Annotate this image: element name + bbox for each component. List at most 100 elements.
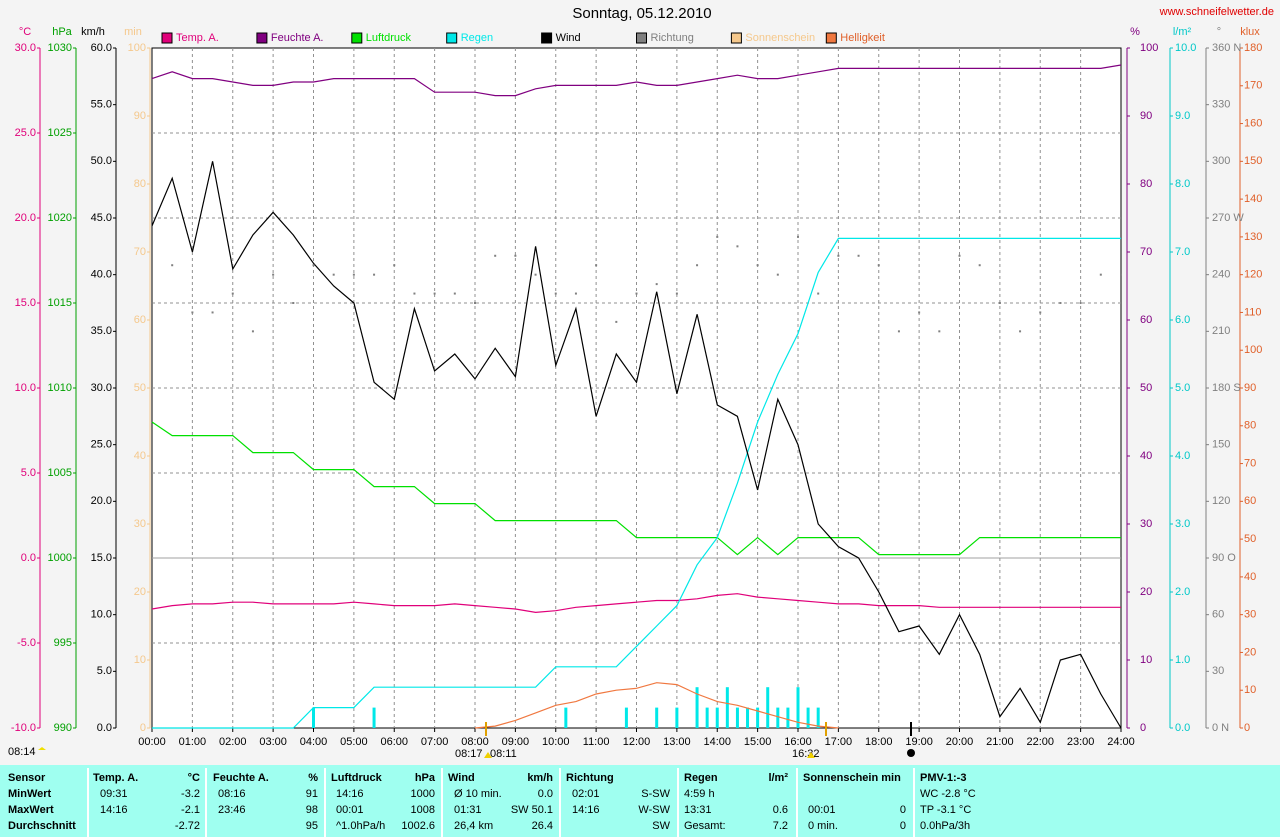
direction-dot [514, 254, 517, 257]
rain-bar [655, 707, 659, 728]
y-tick-label: 90 [1244, 382, 1256, 394]
axis-unit: klux [1240, 26, 1260, 38]
y-tick-label: 10.0 [1175, 42, 1196, 54]
direction-dot [413, 292, 416, 295]
y-tick-label: 50 [1140, 382, 1152, 394]
chart-title: Sonntag, 05.12.2010 [572, 5, 711, 22]
table-cell: 14:16 [336, 788, 364, 800]
rain-bar [715, 707, 719, 728]
y-tick-label: 0.0 [21, 552, 36, 564]
direction-dot [1039, 311, 1042, 314]
direction-dot [897, 330, 900, 333]
direction-dot [736, 245, 739, 248]
direction-dot [373, 273, 376, 276]
rain-bar [786, 707, 790, 728]
y-tick-label: 25.0 [15, 127, 36, 139]
direction-dot [918, 311, 921, 314]
table-cell: 23:46 [218, 804, 246, 816]
y-tick-label: 990 [54, 722, 72, 734]
y-tick-label: 0 [1140, 722, 1146, 734]
y-tick-label: 25.0 [91, 439, 112, 451]
table-cell: 98 [306, 804, 318, 816]
direction-dot [776, 273, 779, 276]
y-tick-label: 6.0 [1175, 314, 1190, 326]
table-cell: TP -3.1 °C [920, 804, 971, 816]
x-tick-label: 19:00 [905, 736, 933, 748]
table-cell: Durchschnitt [8, 820, 76, 832]
rain-bar [675, 707, 679, 728]
y-tick-label: 160 [1244, 117, 1262, 129]
direction-dot [453, 292, 456, 295]
y-tick-label: 100 [1244, 344, 1262, 356]
y-tick-label: 0 N [1212, 722, 1229, 734]
legend-label: Regen [461, 32, 493, 44]
rain-bar [372, 707, 376, 728]
y-tick-label: 30.0 [15, 42, 36, 54]
table-cell: W-SW [638, 804, 670, 816]
y-tick-label: 30 [1212, 665, 1224, 677]
sunset-icon [807, 752, 815, 758]
y-tick-label: 70 [1244, 457, 1256, 469]
y-tick-label: 2.0 [1175, 586, 1190, 598]
y-tick-label: 80 [134, 178, 146, 190]
y-tick-label: 5.0 [97, 665, 112, 677]
y-tick-label: 10 [134, 654, 146, 666]
y-tick-label: 50.0 [91, 155, 112, 167]
x-tick-label: 10:00 [542, 736, 570, 748]
table-header: Sensor [8, 772, 46, 784]
table-header: PMV-1:-3 [920, 772, 966, 784]
direction-dot [312, 264, 315, 267]
legend-swatch [256, 32, 268, 44]
axis-unit: min [124, 26, 142, 38]
y-tick-label: 360 N [1212, 42, 1241, 54]
rain-bar [756, 707, 760, 728]
direction-dot [635, 292, 638, 295]
y-tick-label: 1030 [48, 42, 72, 54]
y-tick-label: 240 [1212, 269, 1230, 281]
axis-unit: ° [1217, 26, 1221, 38]
rain-bar [806, 707, 810, 728]
direction-dot [817, 292, 820, 295]
x-tick-label: 22:00 [1026, 736, 1054, 748]
direction-dot [1059, 302, 1062, 304]
table-cell: 4:59 h [684, 788, 715, 800]
rain-bar [816, 707, 820, 728]
legend-label: Wind [556, 32, 581, 44]
y-tick-label: 90 [134, 110, 146, 122]
x-tick-label: 20:00 [946, 736, 974, 748]
sun-time: 08:14 [8, 746, 36, 758]
legend-label: Luftdruck [366, 32, 412, 44]
y-tick-label: 80 [1244, 420, 1256, 432]
x-tick-label: 08:00 [461, 736, 489, 748]
y-tick-label: 100 [1140, 42, 1158, 54]
table-cell: 1000 [411, 788, 435, 800]
table-cell: Ø 10 min. [454, 788, 502, 800]
table-cell: -2.1 [181, 804, 200, 816]
table-cell: -2.72 [175, 820, 200, 832]
y-tick-label: 20 [1140, 586, 1152, 598]
direction-dot [211, 311, 214, 314]
x-tick-label: 05:00 [340, 736, 368, 748]
table-header: Feuchte A. [213, 772, 269, 784]
y-tick-label: 20 [1244, 646, 1256, 658]
y-tick-label: 120 [1244, 269, 1262, 281]
x-tick-label: 06:00 [380, 736, 408, 748]
y-tick-label: 50 [1244, 533, 1256, 545]
direction-dot [191, 311, 194, 314]
y-tick-label: 20.0 [91, 495, 112, 507]
y-tick-label: 4.0 [1175, 450, 1190, 462]
series-line [151, 593, 1121, 614]
table-cell: 00:01 [808, 804, 836, 816]
direction-dot [433, 292, 436, 295]
direction-dot [1019, 330, 1022, 333]
direction-dot [251, 330, 254, 333]
y-tick-label: 10 [1140, 654, 1152, 666]
direction-dot [171, 264, 174, 267]
y-tick-label: 0 [1244, 722, 1250, 734]
y-tick-label: 40 [134, 450, 146, 462]
x-tick-label: 23:00 [1067, 736, 1095, 748]
y-tick-label: 1010 [48, 382, 72, 394]
table-cell: 7.2 [773, 820, 788, 832]
y-tick-label: 1025 [48, 127, 72, 139]
